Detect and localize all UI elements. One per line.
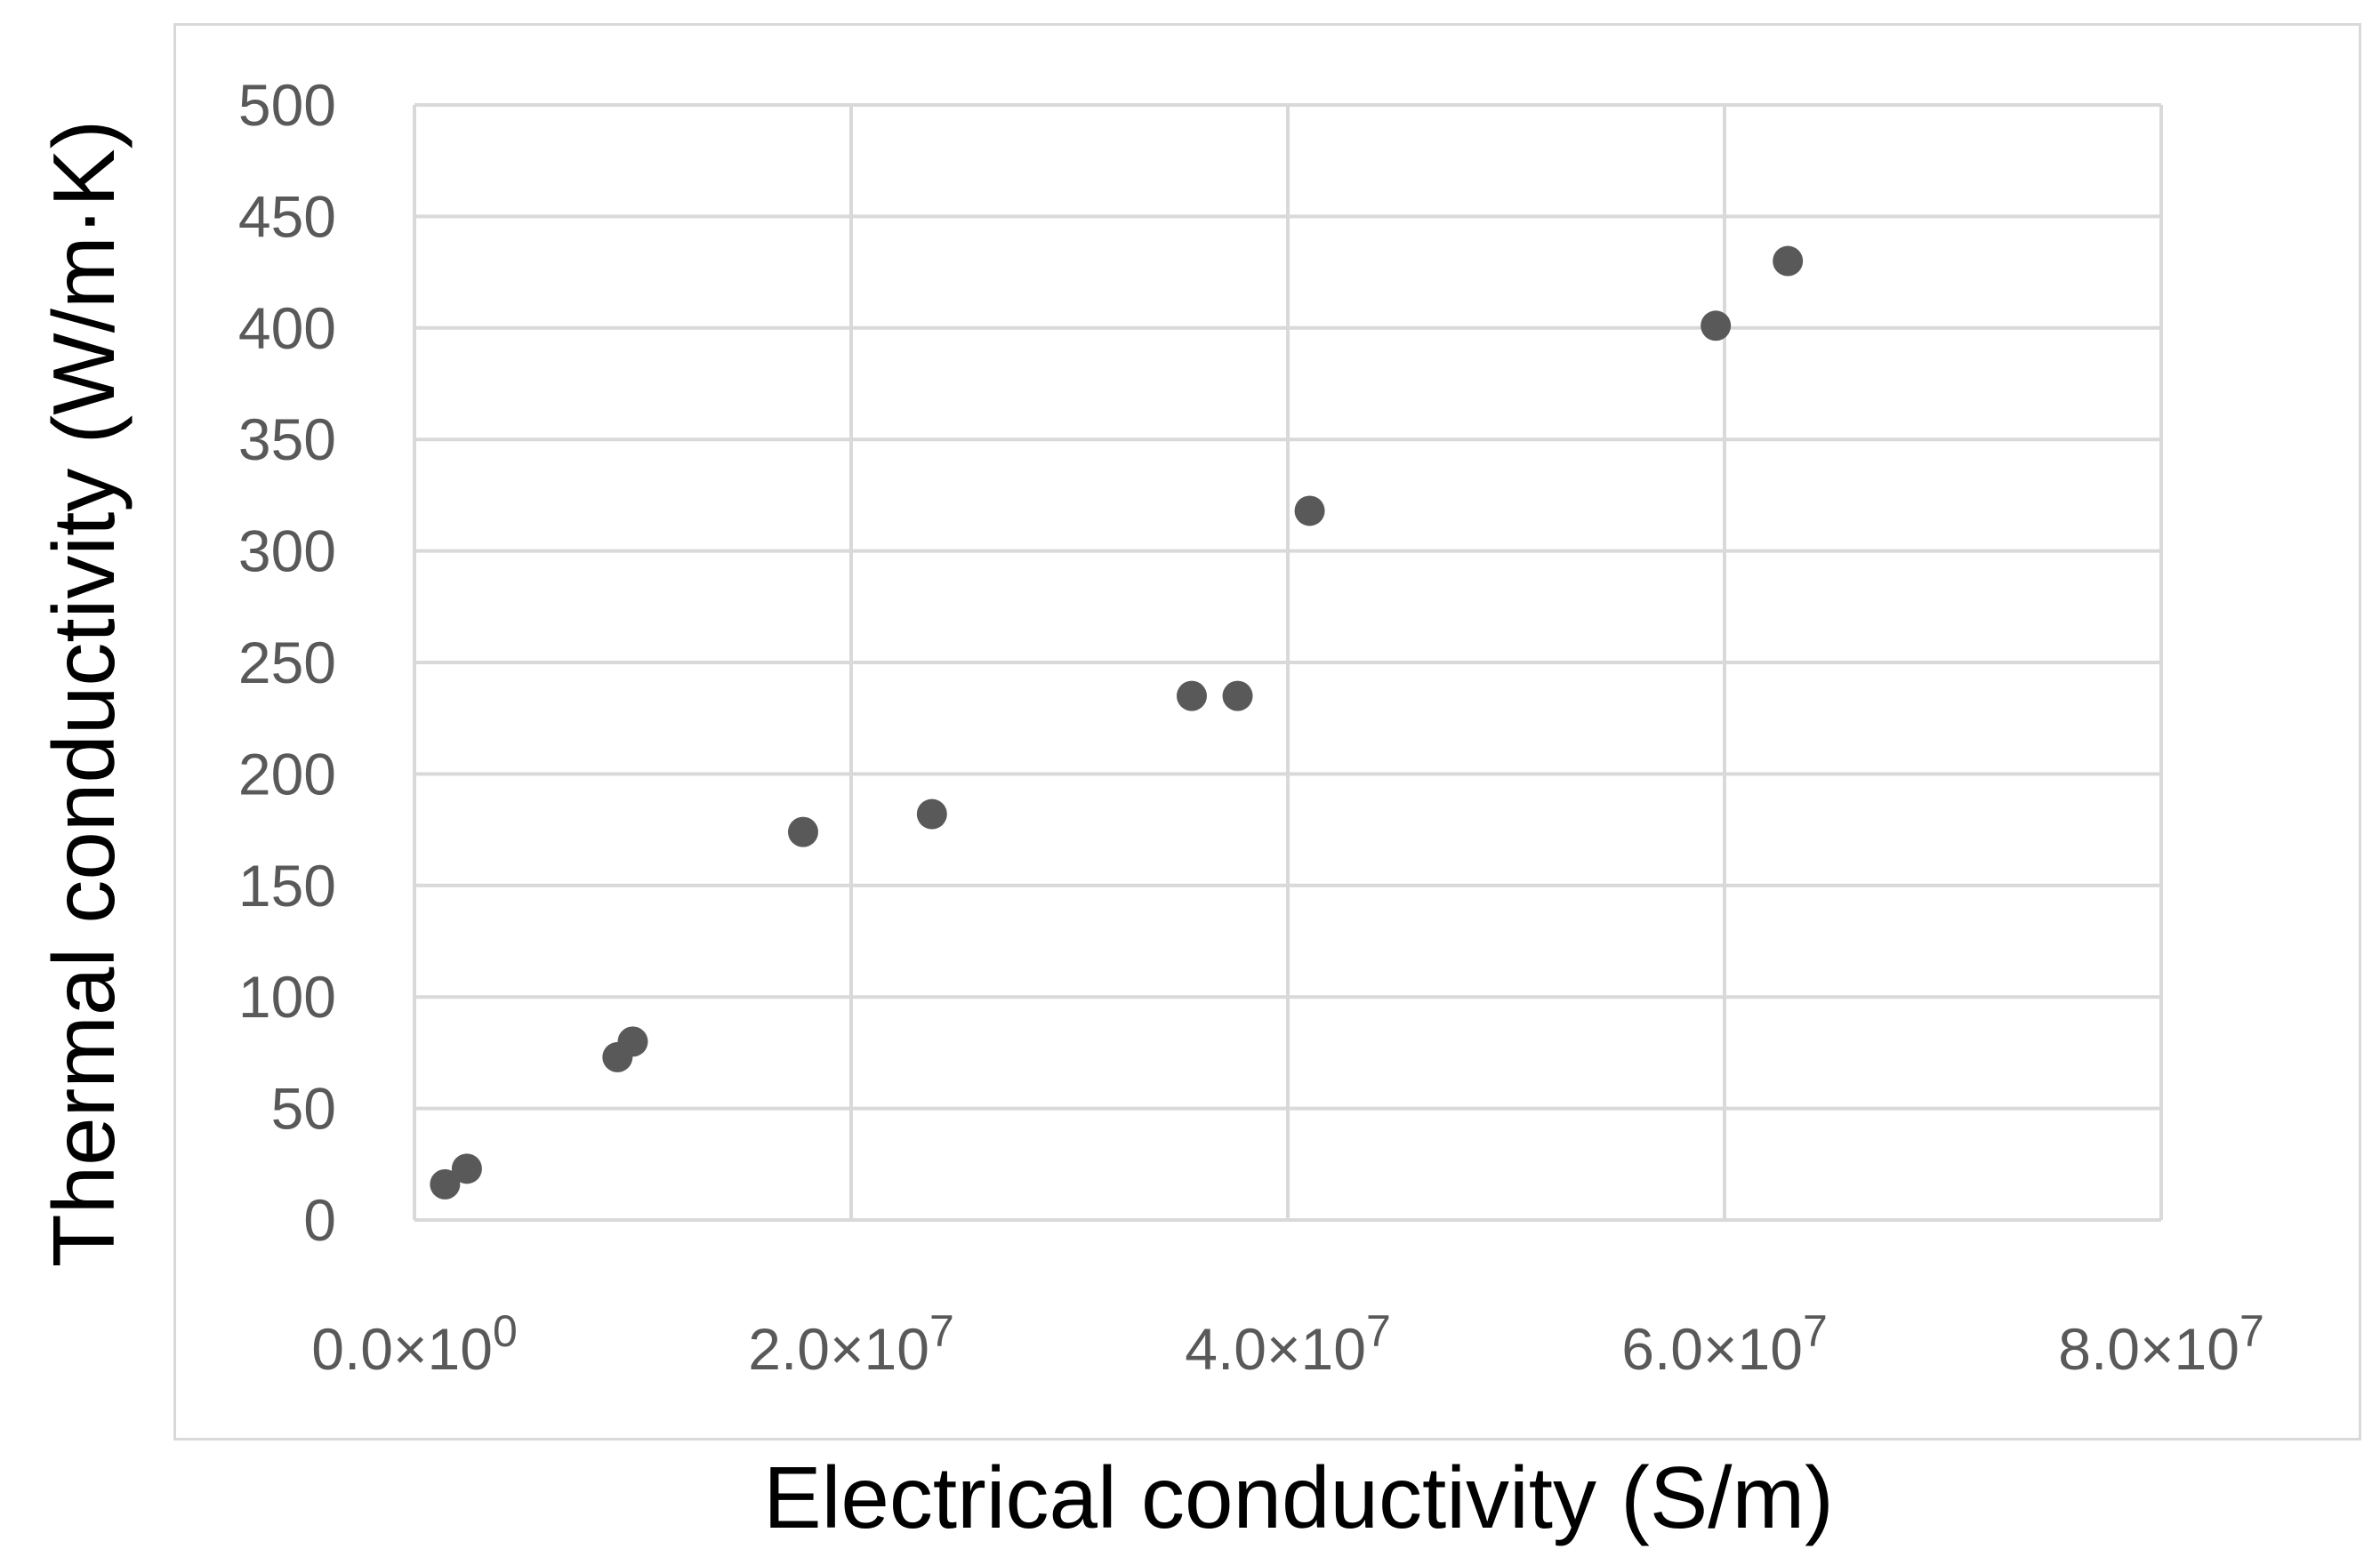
x-tick-label-1: 2.0×107 <box>748 1306 954 1382</box>
data-point-2 <box>451 1153 482 1184</box>
y-tick-label-300: 300 <box>238 518 336 584</box>
y-tick-label-100: 100 <box>238 964 336 1030</box>
y-tick-label-0: 0 <box>303 1187 336 1253</box>
x-tick-label-2: 4.0×107 <box>1185 1306 1391 1382</box>
y-tick-label-400: 400 <box>238 295 336 361</box>
y-tick-label-250: 250 <box>238 630 336 695</box>
x-tick-label-3: 6.0×107 <box>1621 1306 1828 1382</box>
data-point-11 <box>1773 245 1804 277</box>
y-axis-title: Thermal conductivity (W/m·K) <box>35 120 133 1268</box>
x-tick-labels: 0.0×100 2.0×107 4.0×107 6.0×107 8.0×107 <box>311 1306 2264 1382</box>
y-tick-label-350: 350 <box>238 406 336 472</box>
y-tick-label-50: 50 <box>271 1076 336 1142</box>
data-point-6 <box>916 799 947 830</box>
data-point-9 <box>1294 495 1325 526</box>
y-tick-label-500: 500 <box>238 72 336 138</box>
y-tick-label-200: 200 <box>238 741 336 807</box>
data-point-10 <box>1701 310 1732 341</box>
y-gridlines <box>414 103 2161 1222</box>
x-axis-title: Electrical conductivity (S/m) <box>763 1449 1834 1546</box>
chart-area <box>173 23 2361 1441</box>
data-point-1 <box>430 1168 461 1200</box>
x-tick-label-0: 0.0×100 <box>311 1306 518 1382</box>
y-tick-label-150: 150 <box>238 853 336 919</box>
y-tick-labels: 0 50 100 150 200 250 300 350 400 450 500 <box>238 72 336 1253</box>
data-point-8 <box>1222 680 1253 711</box>
data-point-4 <box>617 1026 648 1057</box>
data-point-7 <box>1176 680 1207 711</box>
x-tick-label-4: 8.0×107 <box>2058 1306 2264 1382</box>
data-points <box>430 245 1804 1200</box>
data-point-5 <box>787 816 818 847</box>
y-tick-label-450: 450 <box>238 183 336 249</box>
